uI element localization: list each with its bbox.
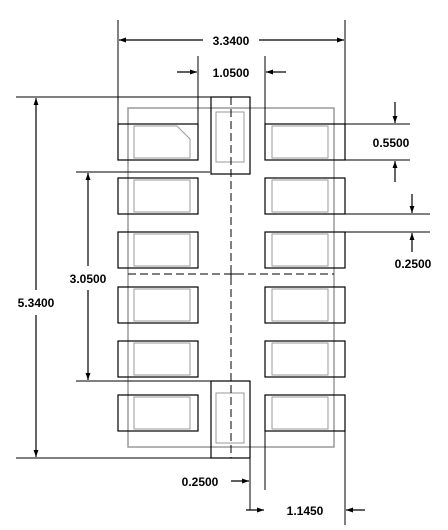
center-lines — [128, 97, 334, 458]
extension-lines — [16, 20, 430, 525]
pad-left-5 — [117, 340, 199, 378]
right-pad-outlines — [271, 125, 329, 430]
left-pad-outlines — [133, 179, 191, 430]
dim-pad-gap: 0.2500 — [395, 257, 432, 271]
pin1-marker — [133, 125, 191, 159]
pad-right-2 — [264, 177, 346, 215]
dimension-lines — [33, 37, 415, 513]
pad-right-1 — [264, 123, 346, 161]
left-pads — [117, 123, 199, 432]
pad-right-5 — [264, 340, 346, 378]
pad-left-1 — [117, 123, 199, 161]
pad-right-6 — [264, 394, 346, 432]
dim-total-height: 5.3400 — [18, 296, 55, 310]
pad-right-4 — [264, 286, 346, 324]
pad-right-3 — [264, 231, 346, 269]
pad-left-4 — [117, 286, 199, 324]
dim-total-width: 3.3400 — [213, 34, 250, 48]
pad-left-2 — [117, 177, 199, 215]
dim-center-pad-width: 1.0500 — [213, 66, 250, 80]
dim-pad-height: 0.5500 — [373, 136, 410, 150]
pad-left-3 — [117, 231, 199, 269]
dim-pitch-span: 3.0500 — [70, 272, 107, 286]
right-pads — [264, 123, 346, 432]
pad-left-6 — [117, 394, 199, 432]
dim-pad-length: 1.1450 — [287, 504, 324, 518]
dim-center-pad-gap: 0.2500 — [182, 475, 219, 489]
